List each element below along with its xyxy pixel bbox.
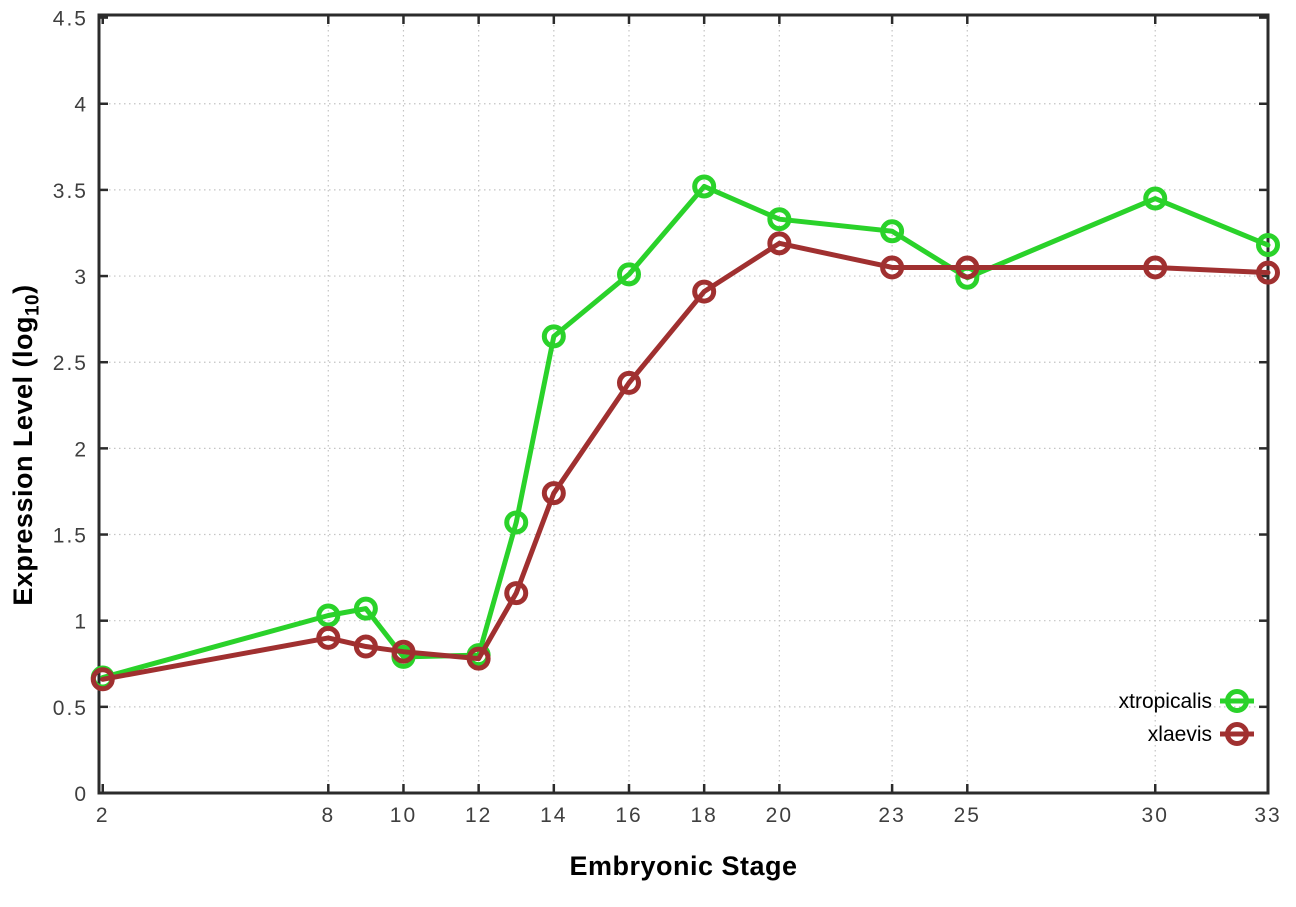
legend-label-xlaevis: xlaevis	[1148, 723, 1212, 746]
data-point-xlaevis	[504, 581, 529, 606]
data-point-xlaevis	[1256, 260, 1280, 285]
data-point-xlaevis	[880, 255, 905, 280]
x-tick-label: 8	[321, 804, 335, 827]
data-point-xlaevis	[1143, 255, 1168, 280]
x-tick-label: 20	[766, 804, 793, 827]
x-tick-label: 2	[96, 804, 110, 827]
plot-border	[97, 13, 1270, 795]
x-tick-label: 18	[690, 804, 717, 827]
y-axis-title-text: Expression Level (log	[8, 316, 38, 606]
data-point-xtropicalis	[504, 510, 529, 535]
data-point-xlaevis	[316, 625, 341, 650]
x-tick-label: 16	[615, 804, 642, 827]
x-tick-label: 12	[465, 804, 492, 827]
data-point-xlaevis	[90, 667, 115, 692]
x-tick-label: 23	[878, 804, 905, 827]
legend-marker-xtropicalis	[1225, 689, 1249, 713]
data-point-xlaevis	[353, 634, 378, 659]
x-axis-title: Embryonic Stage	[569, 851, 798, 881]
y-tick-label: 0	[74, 783, 88, 806]
y-tick-label: 4	[74, 94, 88, 117]
data-point-xtropicalis	[316, 603, 341, 628]
data-point-xlaevis	[767, 231, 792, 256]
data-point-xtropicalis	[1256, 233, 1280, 258]
data-point-xlaevis	[541, 481, 566, 506]
y-tick-label: 2	[74, 438, 88, 461]
data-point-xlaevis	[391, 639, 416, 664]
y-tick-label: 1.5	[53, 525, 88, 548]
data-point-xtropicalis	[767, 207, 792, 232]
x-tick-label: 10	[390, 804, 417, 827]
x-tick-label: 30	[1142, 804, 1169, 827]
y-tick-label: 0.5	[53, 697, 88, 720]
x-tick-label: 14	[540, 804, 567, 827]
data-point-xlaevis	[466, 646, 491, 671]
y-tick-label: 3.5	[53, 180, 88, 203]
y-tick-label: 4.5	[53, 8, 88, 31]
data-point-xtropicalis	[692, 174, 717, 199]
y-tick-label: 3	[74, 266, 88, 289]
data-point-xlaevis	[616, 370, 641, 395]
series-line-xtropicalis	[100, 183, 1271, 681]
x-tick-label: 33	[1254, 804, 1281, 827]
y-axis-title-paren: )	[8, 284, 38, 294]
y-tick-label: 1	[74, 611, 88, 634]
y-axis-title: Expression Level (log10)	[8, 284, 44, 605]
data-point-xtropicalis	[1143, 186, 1168, 211]
x-tick-label: 25	[954, 804, 981, 827]
data-point-xlaevis	[955, 255, 980, 280]
legend-label-xtropicalis: xtropicalis	[1119, 690, 1212, 713]
data-point-xlaevis	[692, 279, 717, 304]
data-point-xtropicalis	[541, 324, 566, 349]
legend-marker-xlaevis	[1225, 722, 1249, 746]
data-point-xtropicalis	[880, 219, 905, 244]
series-line-xlaevis	[100, 240, 1271, 682]
data-point-xtropicalis	[616, 262, 641, 287]
data-point-xtropicalis	[353, 596, 378, 621]
y-tick-label: 2.5	[53, 352, 88, 375]
y-axis-title-subscript: 10	[22, 293, 44, 317]
